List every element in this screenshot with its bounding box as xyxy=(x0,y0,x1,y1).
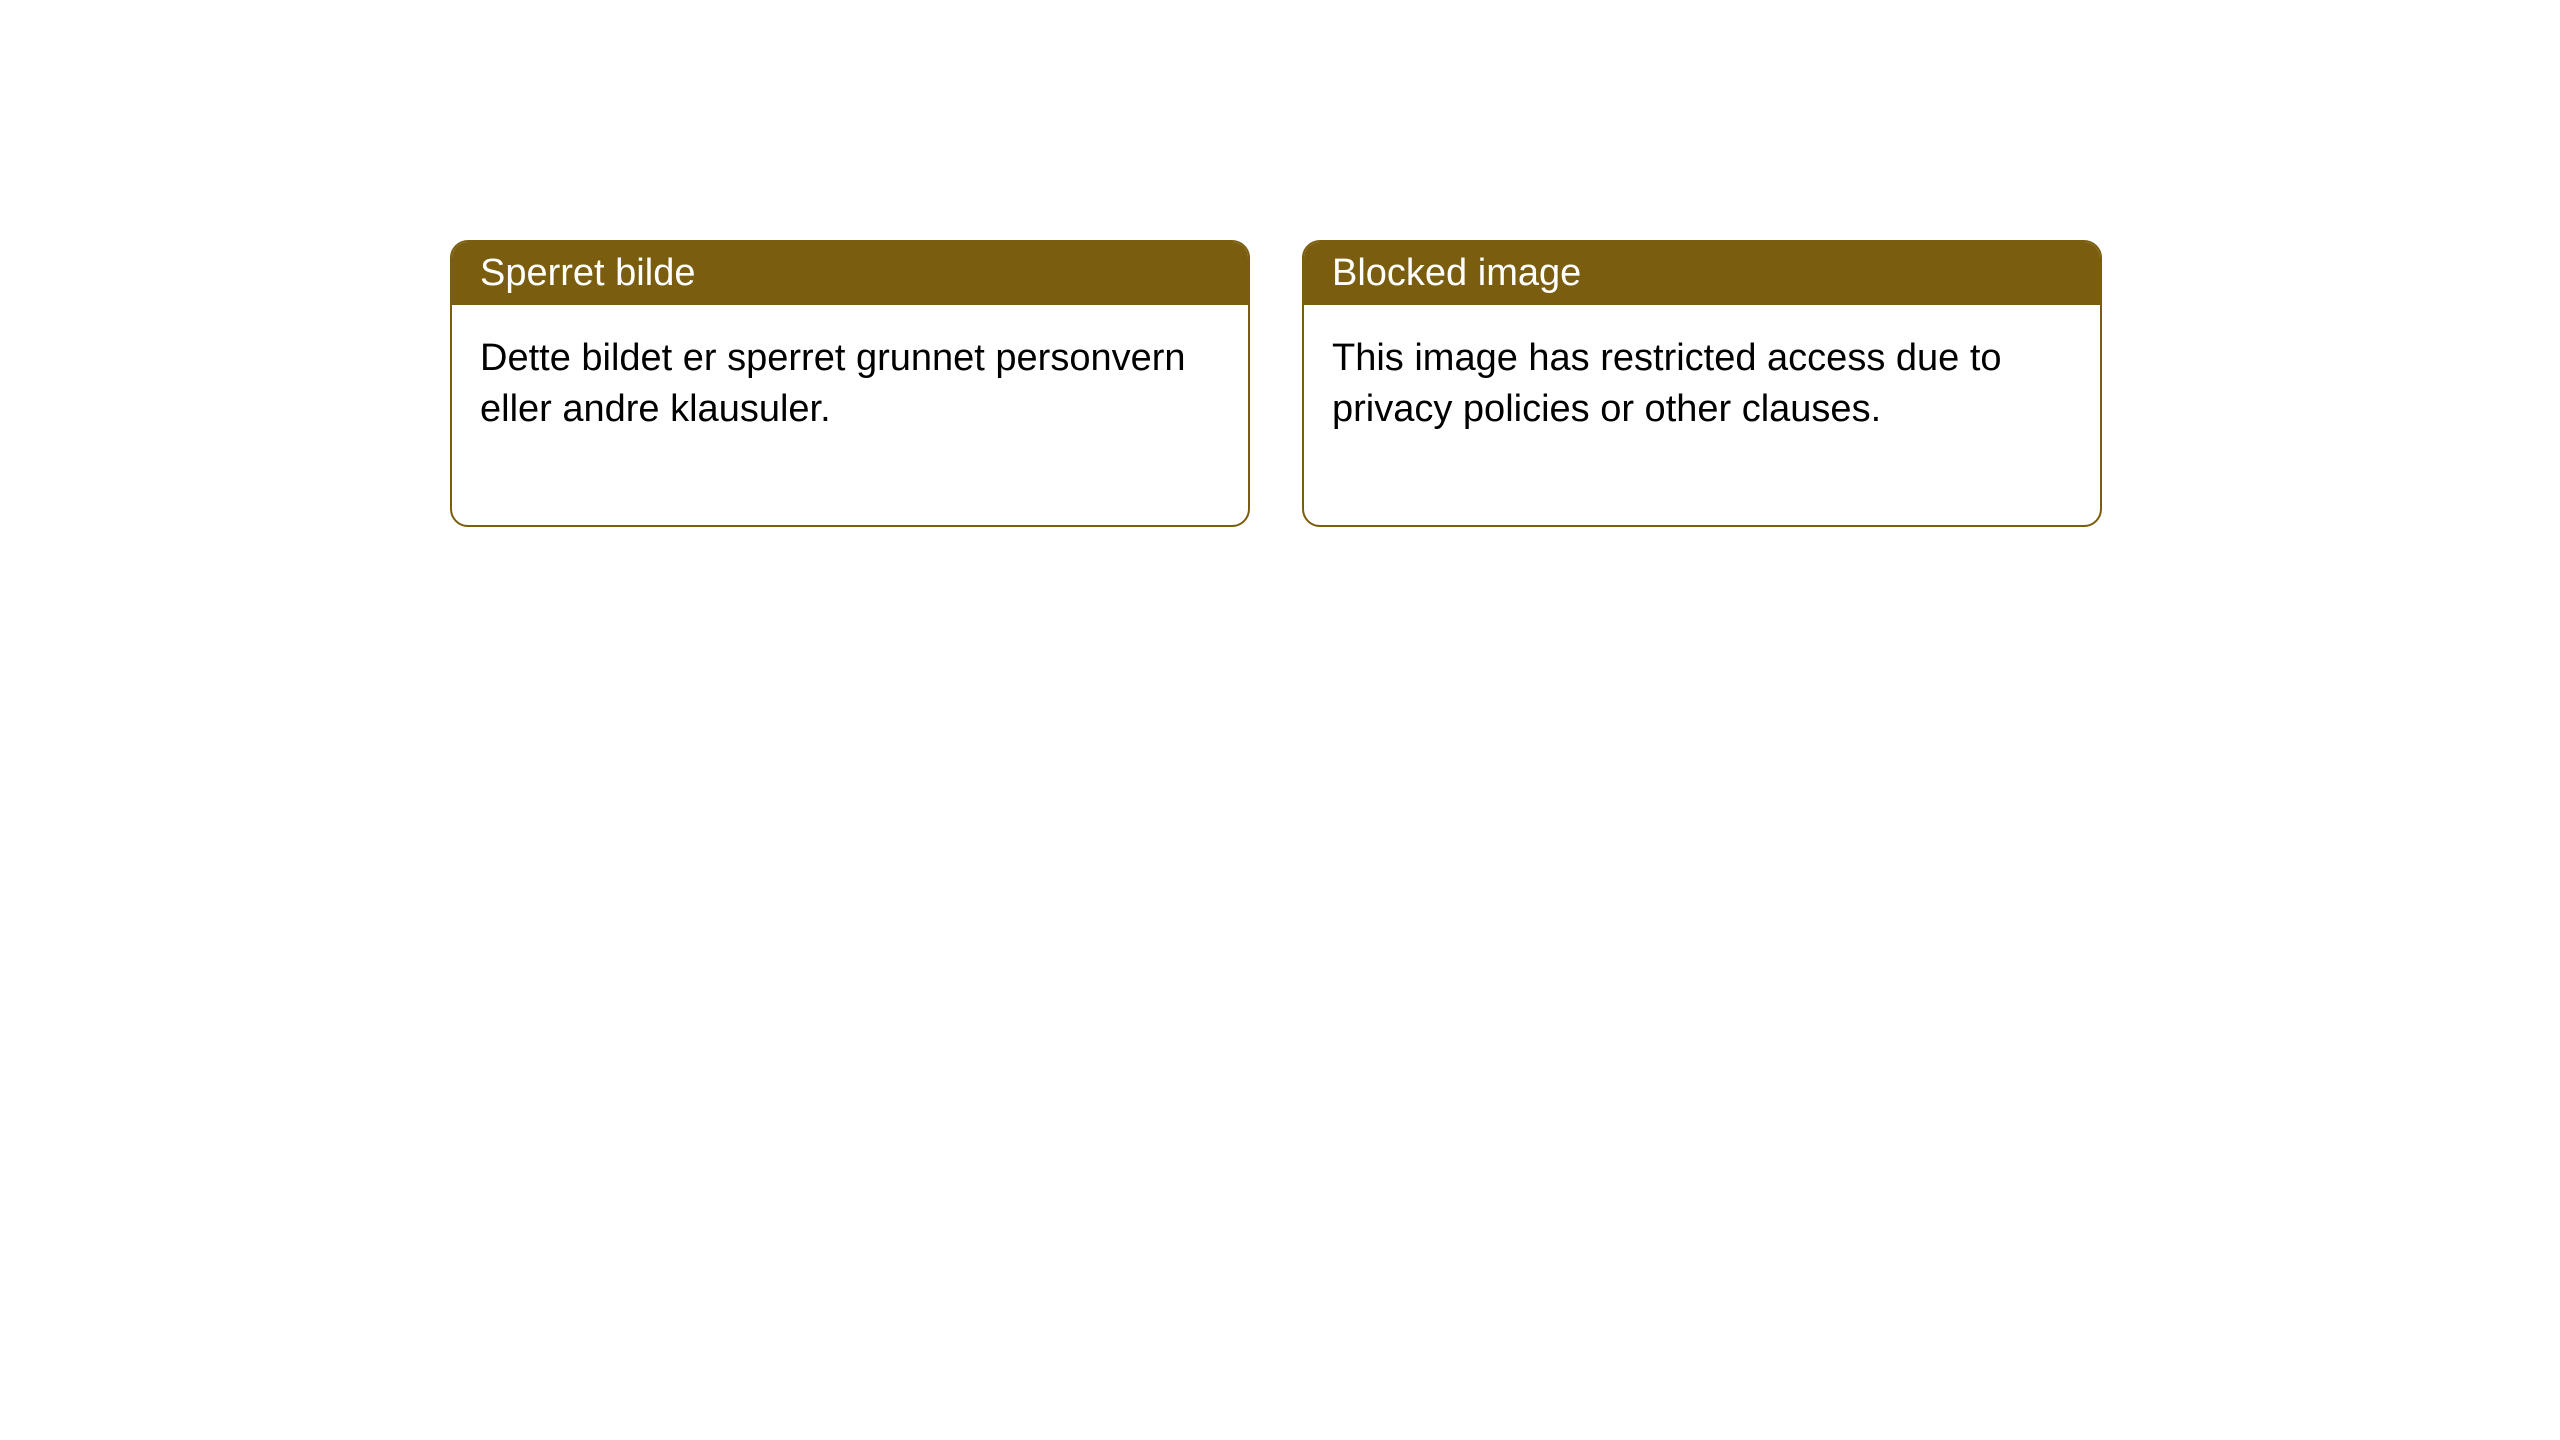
notice-header-norwegian: Sperret bilde xyxy=(452,242,1248,305)
notice-container: Sperret bilde Dette bildet er sperret gr… xyxy=(0,0,2560,527)
notice-body-english: This image has restricted access due to … xyxy=(1304,305,2100,525)
notice-card-norwegian: Sperret bilde Dette bildet er sperret gr… xyxy=(450,240,1250,527)
notice-header-english: Blocked image xyxy=(1304,242,2100,305)
notice-body-norwegian: Dette bildet er sperret grunnet personve… xyxy=(452,305,1248,525)
notice-card-english: Blocked image This image has restricted … xyxy=(1302,240,2102,527)
